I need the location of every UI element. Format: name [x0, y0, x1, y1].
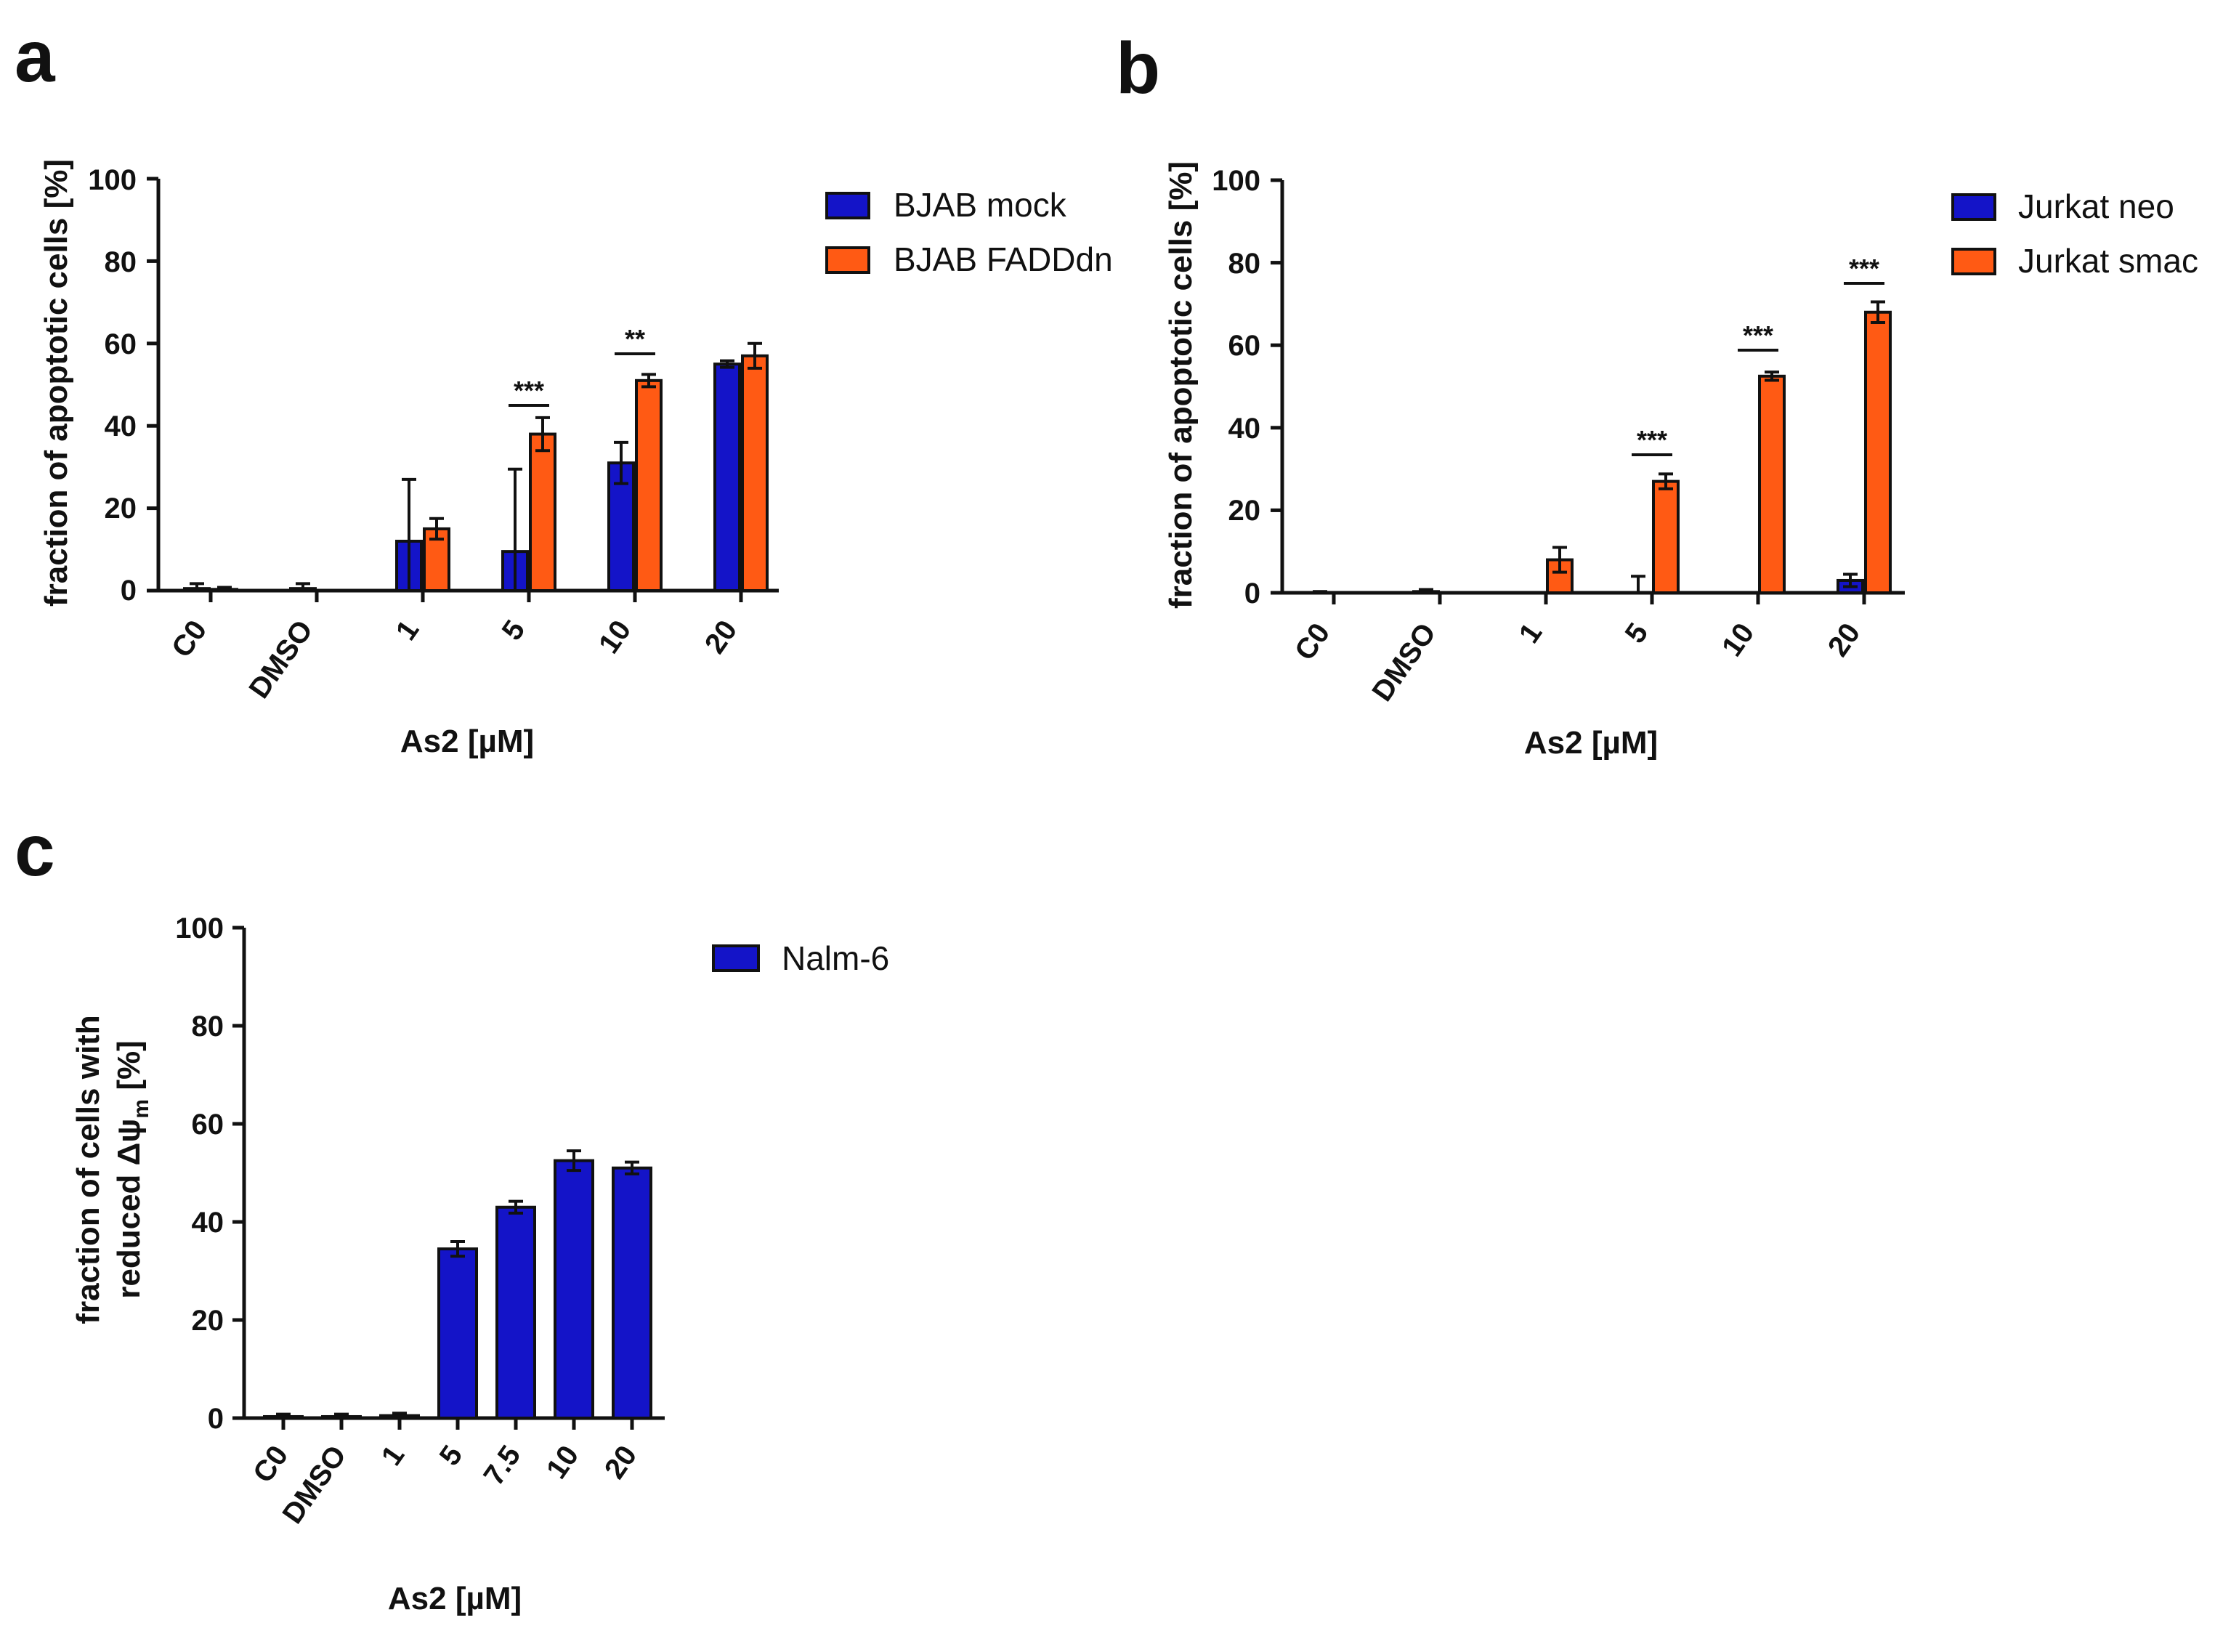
panel-c-x-tick-label: 20: [599, 1440, 644, 1485]
panel-c-legend-label-nalm6: Nalm-6: [782, 939, 889, 977]
panel-c-bar: [495, 1205, 536, 1420]
panel-b-y-tick-label: 40: [1228, 413, 1261, 445]
panel-a-significance-label: ***: [514, 376, 544, 405]
panel-c-y-axis-title-line1: fraction of cells with: [70, 1015, 106, 1324]
panel-a-significance-label: **: [625, 324, 645, 354]
panel-b-y-tick-label: 0: [1244, 578, 1260, 610]
panel-b-legend-label-neo: Jurkat neo: [2018, 187, 2174, 225]
panel-c-legend-swatch-nalm6: [712, 944, 760, 972]
panel-c-y-tick-label: 80: [192, 1011, 224, 1042]
panel-a-y-tick-label: 0: [121, 575, 137, 607]
panel-b-x-tick-label: 20: [1822, 618, 1867, 663]
panel-a-legend-swatch-fadd: [825, 246, 870, 274]
panel-b-y-tick-label: 100: [1212, 165, 1260, 197]
panel-a-y-tick-label: 40: [105, 410, 137, 442]
panel-a-legend-label-fadd: BJAB FADDdn: [894, 240, 1113, 278]
panel-c-x-tick-label: 1: [376, 1440, 411, 1471]
panel-a-bar: [635, 378, 663, 593]
panel-a-legend-label-mock: BJAB mock: [894, 186, 1067, 224]
panel-b-significance-label: ***: [1637, 425, 1667, 455]
panel-c-y-axis-title-main: reduced Δψ: [111, 1119, 147, 1299]
panel-a-y-tick-labels: 0 20 40 60 80 100: [88, 164, 137, 607]
panel-b-bar: [1758, 374, 1786, 594]
panel-c-y-tick-labels: 0 20 40 60 80 100: [175, 912, 224, 1435]
panel-a-y-tick-label: 100: [88, 164, 137, 196]
panel-b-legend-label-smac: Jurkat smac: [2018, 242, 2198, 280]
panel-a-y-axis-title: fraction of apoptotic cells [%]: [39, 159, 74, 607]
panel-c-legend: Nalm-6: [712, 939, 889, 977]
panel-b-y-tick-label: 60: [1228, 330, 1261, 362]
panel-a-x-axis-title: As2 [µM]: [400, 724, 534, 759]
panel-b-significance-label: ***: [1743, 320, 1773, 350]
panel-a-x-tick-label: 1: [390, 615, 426, 646]
panel-letter-a: a: [15, 16, 56, 97]
panel-b-x-tick-label: 1: [1513, 618, 1549, 649]
panel-b-y-tick-labels: 0 20 40 60 80 100: [1212, 165, 1260, 610]
panel-c-x-tick-label: DMSO: [277, 1440, 353, 1530]
panel-a-x-tick-labels: C0 DMSO 1 5 10 20: [166, 615, 743, 705]
panel-a-x-tick-label: DMSO: [243, 615, 320, 705]
panel-c-y-axis-title-unit: [%]: [111, 1040, 147, 1099]
panel-b-legend-swatch-neo: [1951, 193, 1996, 221]
panel-c-y-tick-label: 40: [192, 1207, 224, 1239]
panel-b-x-tick-label: 5: [1619, 618, 1655, 649]
panel-c-bar: [554, 1159, 594, 1420]
panel-a-legend: BJAB mock BJAB FADDdn: [825, 186, 1113, 278]
panel-b-legend: Jurkat neo Jurkat smac: [1951, 187, 2198, 280]
panel-c-x-tick-label: 10: [540, 1440, 586, 1485]
panel-c-y-tick-label: 20: [192, 1305, 224, 1337]
panel-c-y-axis-title-line2: reduced Δψm [%]: [111, 1040, 153, 1299]
panel-c-x-tick-labels: C0 DMSO 1 5 7.5 10 20: [247, 1440, 643, 1530]
panel-a-x-tick-label: 20: [699, 615, 744, 660]
panel-c: c fraction of cells with reduced Δψm [%]…: [15, 810, 889, 1616]
panel-a-bar: [741, 354, 769, 592]
panel-c-y-tick-label: 60: [192, 1109, 224, 1141]
panel-a-y-tick-label: 80: [105, 246, 137, 278]
panel-letter-b: b: [1116, 28, 1160, 109]
panel-c-y-tick-label: 100: [175, 912, 224, 944]
panel-b-y-axis-title: fraction of apoptotic cells [%]: [1163, 161, 1199, 609]
panel-c-y-tick-label: 0: [208, 1403, 224, 1435]
panel-a-x-tick-label: 5: [496, 615, 532, 646]
panel-b-bar: [1864, 310, 1892, 594]
panel-c-bar: [612, 1166, 652, 1420]
panel-b-legend-swatch-smac: [1951, 248, 1996, 275]
panel-a-y-tick-label: 20: [105, 493, 137, 525]
chart-marks: **************: [147, 177, 1905, 1430]
panel-c-y-axis-title-subscript: m: [129, 1099, 153, 1119]
panel-a-y-tick-label: 60: [105, 328, 137, 360]
panel-c-x-axis-title: As2 [µM]: [388, 1581, 522, 1616]
panel-b-y-tick-label: 20: [1228, 495, 1261, 527]
panel-b-significance-label: ***: [1849, 254, 1879, 283]
panel-a-x-tick-label: C0: [166, 615, 213, 663]
panel-b-x-tick-labels: C0 DMSO 1 5 10 20: [1289, 618, 1866, 708]
panel-b-bar: [1652, 479, 1680, 595]
panel-b-x-tick-label: C0: [1289, 618, 1336, 666]
panel-a-bar: [713, 363, 741, 592]
panel-b-x-axis-title: As2 [µM]: [1524, 725, 1658, 761]
panel-a-x-tick-label: 10: [593, 615, 638, 660]
panel-a-bar: [529, 432, 556, 592]
panel-c-x-tick-label: C0: [247, 1440, 294, 1489]
panel-a-legend-swatch-mock: [825, 192, 870, 219]
panel-b-x-tick-label: 10: [1716, 618, 1761, 663]
panel-b-x-tick-label: DMSO: [1366, 618, 1443, 708]
panel-b-y-tick-label: 80: [1228, 248, 1261, 280]
panel-c-x-tick-label: 7.5: [477, 1440, 527, 1491]
panel-b: b fraction of apoptotic cells [%] As2 [µ…: [1116, 28, 2198, 761]
panel-a: a fraction of apoptotic cells [%] As2 [µ…: [15, 16, 1113, 759]
panel-c-x-tick-label: 5: [434, 1440, 469, 1471]
panel-letter-c: c: [15, 810, 55, 891]
panel-c-bar: [437, 1247, 478, 1420]
